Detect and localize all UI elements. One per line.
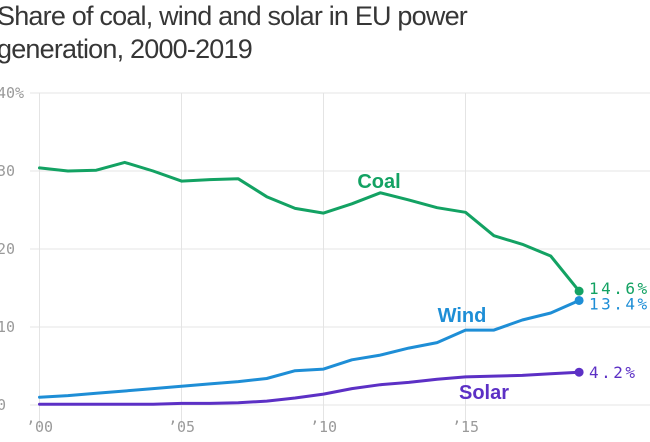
y-tick-label: 10 [0,318,15,336]
coal-line [38,160,581,293]
x-tick-label: ’15 [452,418,479,436]
y-tick-label: 30 [0,162,15,180]
solar-line [38,370,581,406]
y-tick-label: 0 [0,396,6,414]
solar-end-dot [574,367,584,377]
x-tick-label: ’05 [168,418,195,436]
wind-line [38,299,581,399]
solar-series-label: Solar [459,382,509,404]
coal-end-value: 14.6% [589,279,650,298]
wind-end-value: 13.4% [589,294,650,313]
wind-series-label: Wind [438,305,487,327]
y-tick-label: 20 [0,240,15,258]
solar-end-value: 4.2% [589,363,638,382]
chart-title: Share of coal, wind and solar in EU powe… [0,1,468,64]
coal-series-label: Coal [357,171,400,193]
wind-end-dot [574,295,584,305]
x-tick-label: ’10 [310,418,337,436]
x-tick-label: ’00 [26,418,53,436]
y-tick-label: 40% [0,84,24,102]
coal-end-dot [574,286,584,296]
